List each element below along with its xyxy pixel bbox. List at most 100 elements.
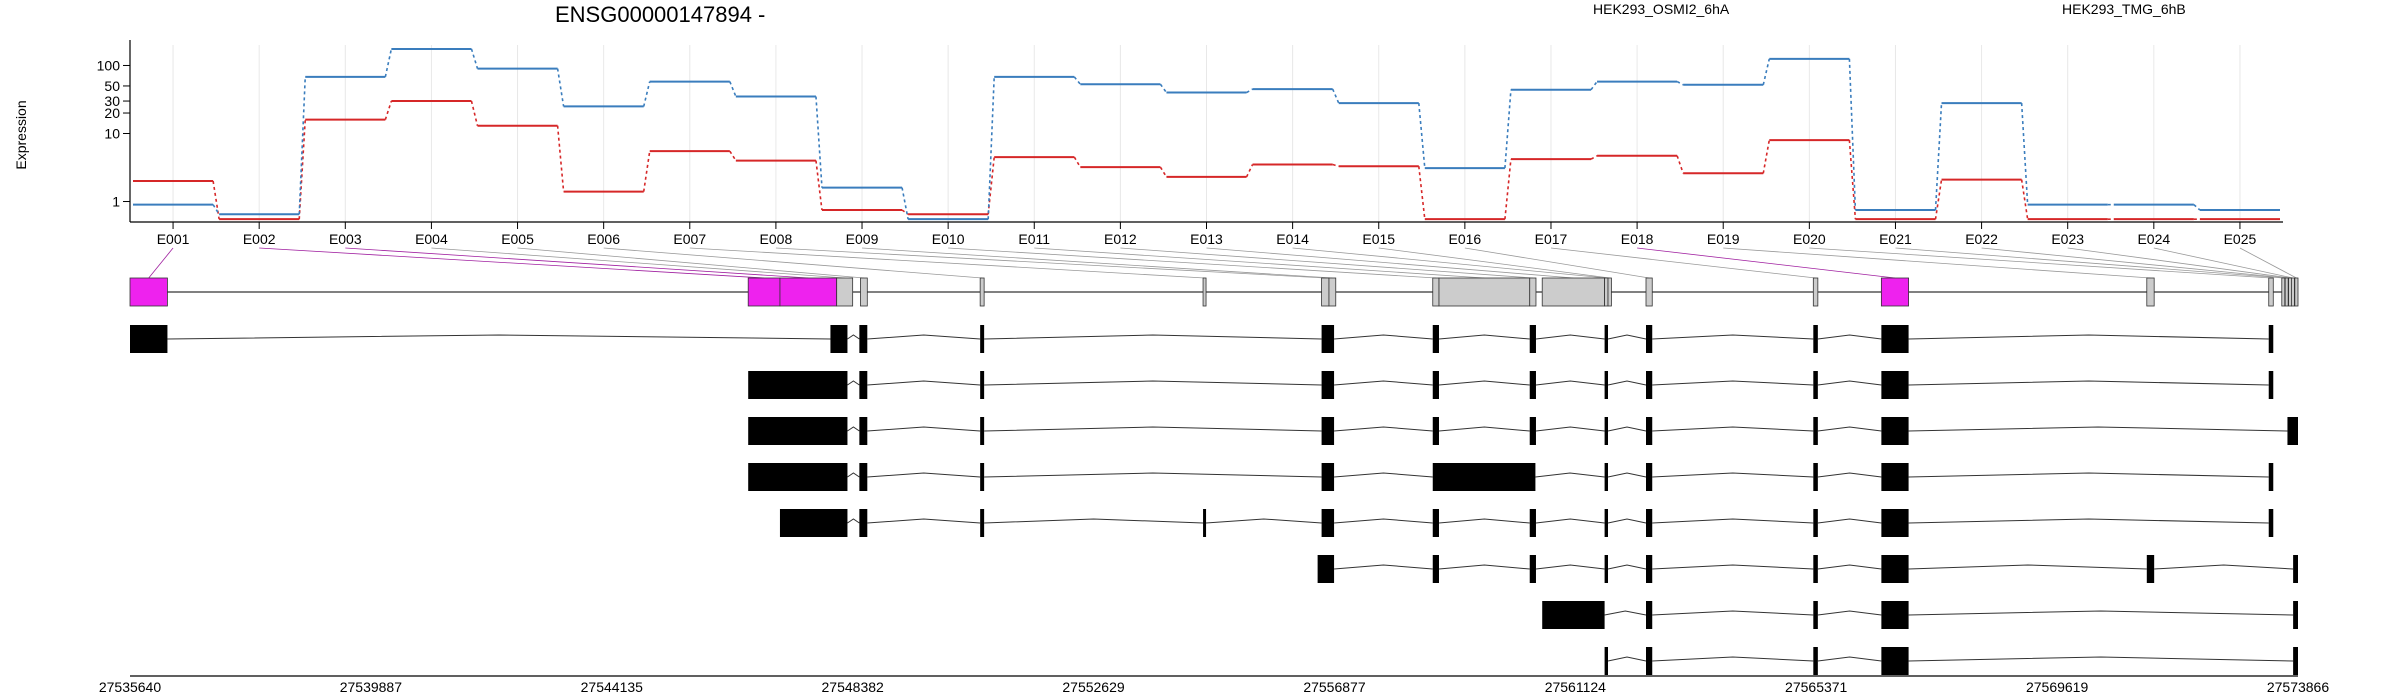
exon-connector (1034, 247, 1485, 279)
transcript-exon (2268, 509, 2274, 537)
exon-connector (603, 247, 983, 279)
transcript-intron (2154, 564, 2294, 570)
exon-bin (129, 277, 168, 307)
x-tick-label: E018 (1621, 231, 1654, 247)
genomic-tick-label: 27552629 (1062, 679, 1125, 695)
genomic-tick-label: 27556877 (1303, 679, 1366, 695)
exon-connector (2153, 247, 2294, 279)
transcript-intron (1908, 518, 2269, 524)
series-connector (384, 100, 393, 120)
transcript-exon (1881, 555, 1909, 583)
transcript-exon (1529, 371, 1536, 399)
transcript-intron (1334, 426, 1433, 432)
transcript-intron (867, 426, 981, 432)
transcript-exon (1604, 647, 1609, 675)
transcript-intron (1908, 334, 2269, 340)
series-connector (1676, 80, 1684, 86)
transcript-intron (1607, 656, 1647, 662)
transcript-exon (1813, 647, 1818, 675)
transcript-exon (1646, 417, 1653, 445)
genomic-axis: 27535640 27539887 27544135 27548382 27552629… (99, 675, 2329, 695)
x-tick-label: E012 (1104, 231, 1137, 247)
genomic-tick-label: 27535640 (99, 679, 162, 695)
transcript-exon (1646, 555, 1653, 583)
y-tick-label: 20 (104, 105, 120, 121)
transcript-exon (1604, 509, 1609, 537)
exon-bin (2268, 277, 2274, 307)
transcript-intron (984, 426, 1322, 432)
exon-connector (1809, 247, 2272, 279)
x-tick-label: E004 (415, 231, 448, 247)
transcript (748, 417, 2298, 445)
transcript-exon (1813, 509, 1818, 537)
exon-connector (2067, 247, 2291, 279)
series-connector (642, 151, 651, 192)
transcript-exon (2293, 601, 2298, 629)
transcript-exon (1881, 371, 1909, 399)
transcript-intron (1817, 518, 1882, 524)
transcript-exon (1646, 325, 1653, 353)
transcript-intron (1908, 380, 2269, 386)
series-connector (1245, 164, 1254, 178)
series-connector (1159, 83, 1168, 94)
transcript-intron (1604, 610, 1647, 616)
transcript-exon (980, 325, 985, 353)
transcript-intron (1334, 518, 1433, 524)
series-connector (1418, 166, 1426, 220)
transcript-exon (1321, 417, 1335, 445)
series-connector (1848, 58, 1857, 211)
transcript-intron (867, 380, 981, 386)
transcript-exon (980, 463, 985, 491)
transcript-intron (847, 518, 860, 524)
transcript-exon (1604, 463, 1609, 491)
transcript-intron (984, 380, 1322, 386)
transcript-exon (1813, 463, 1818, 491)
series-connector (2020, 179, 2029, 220)
transcript-exon (1321, 371, 1335, 399)
transcript-intron (1438, 426, 1530, 432)
transcript-intron (1607, 564, 1647, 570)
exon-connector (775, 247, 1326, 279)
transcript-intron (1535, 518, 1605, 524)
series-connector (470, 48, 479, 69)
transcript-exon (748, 417, 848, 445)
transcript-intron (1908, 426, 2288, 432)
transcript-exon (980, 509, 985, 537)
transcript-intron (1817, 610, 1882, 616)
exon-bin (1604, 277, 1609, 307)
transcript-intron (1817, 472, 1882, 478)
transcript-exon (1646, 601, 1653, 629)
transcript-exon (1813, 371, 1818, 399)
x-tick-label: E024 (2137, 231, 2170, 247)
exon-bin (1321, 277, 1330, 307)
exon-bin (1541, 277, 1605, 307)
series-connector (729, 81, 737, 97)
exon-bin (1645, 277, 1653, 307)
transcript-intron (1438, 518, 1530, 524)
transcript (748, 463, 2274, 491)
exon-bin (1529, 277, 1537, 307)
y-tick-label: 10 (104, 126, 120, 142)
transcript-intron (1535, 564, 1605, 570)
y-axis-label: Expression (13, 100, 29, 169)
genomic-tick-label: 27565371 (1785, 679, 1848, 695)
transcript-exon (2268, 371, 2274, 399)
transcript-intron (1438, 334, 1530, 340)
exon-connector (689, 247, 1205, 279)
transcript-intron (1607, 334, 1647, 340)
transcript-exon (779, 509, 848, 537)
exon-bin (2291, 277, 2295, 307)
transcript-intron (1652, 656, 1814, 662)
transcript-intron (984, 472, 1322, 478)
exon-connector (1378, 247, 1610, 279)
transcript-intron (1205, 518, 1322, 524)
transcript-exon (1529, 325, 1536, 353)
exon-connector (1120, 247, 1533, 279)
series-1 (133, 47, 2280, 221)
series-connector (1331, 88, 1340, 104)
x-tick-label: E007 (673, 231, 706, 247)
series-connector (815, 160, 823, 211)
transcript-intron (867, 472, 981, 478)
exon-connector (861, 247, 1333, 279)
